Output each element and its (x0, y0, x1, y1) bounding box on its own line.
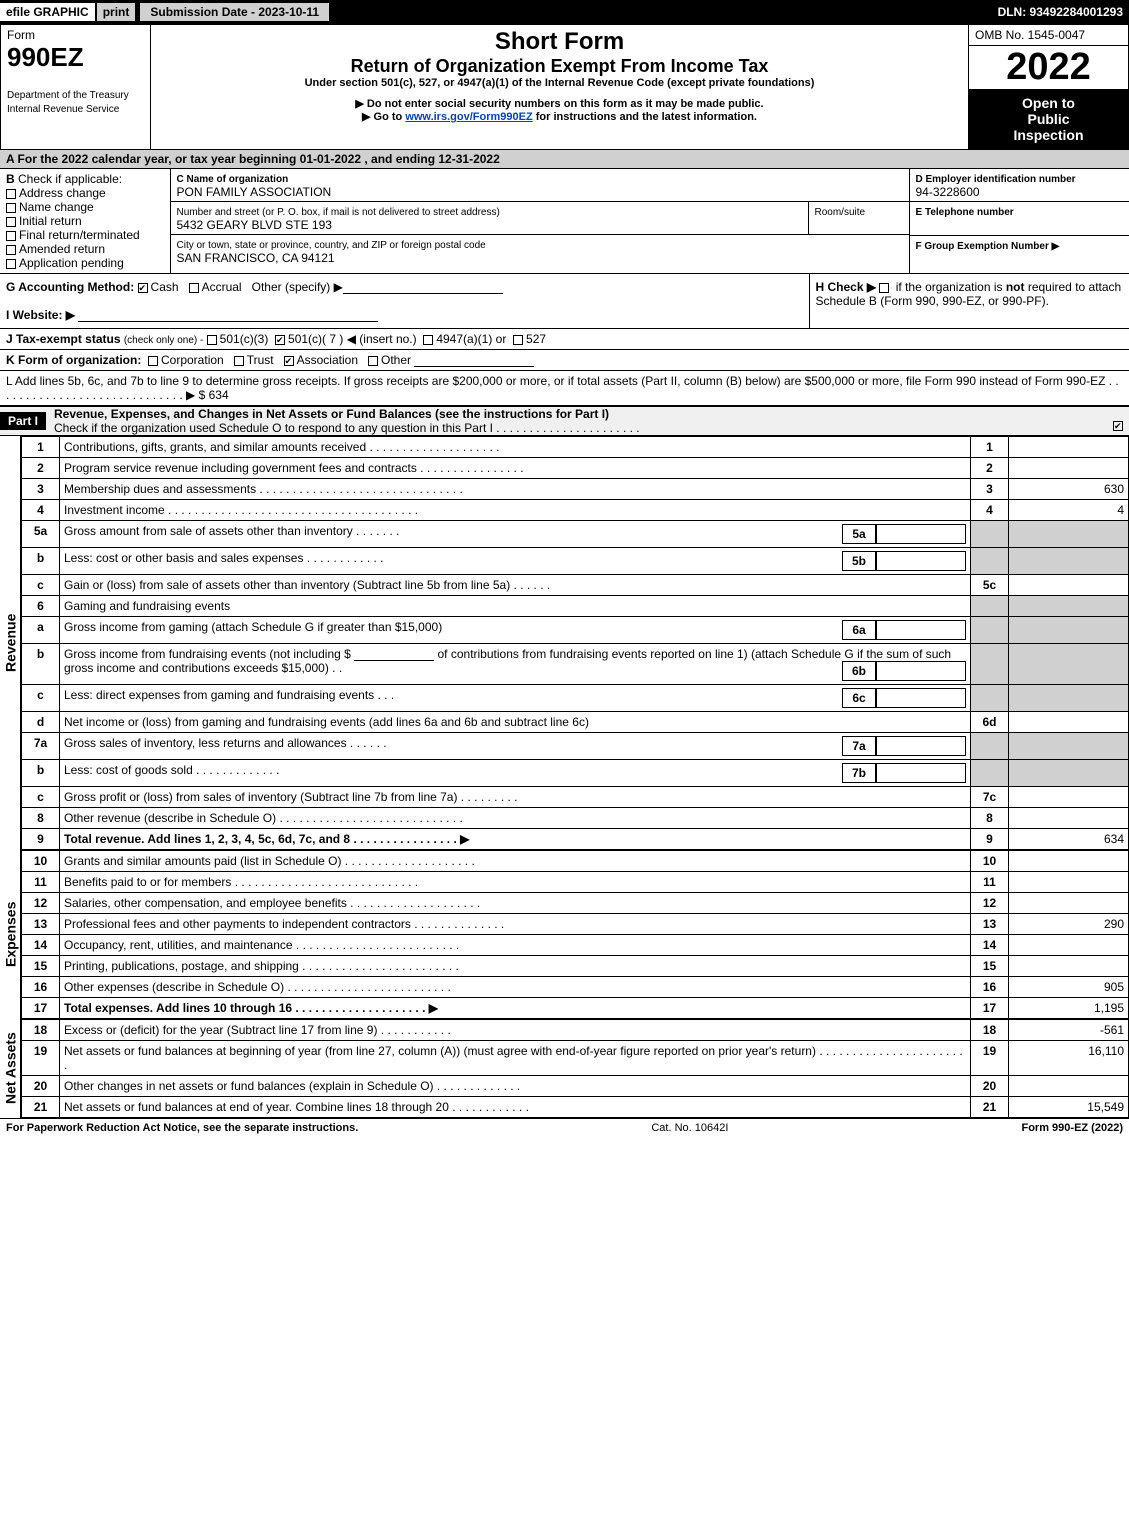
chk-accrual[interactable] (189, 283, 199, 293)
form-word: Form (7, 28, 35, 42)
efile-label: efile GRAPHIC (0, 3, 95, 21)
h-rest1: if the organization is (896, 280, 1006, 294)
goto-post: for instructions and the latest informat… (533, 111, 757, 123)
goto-pre: ▶ Go to (362, 111, 405, 123)
opt-527: 527 (526, 332, 546, 346)
opt-other-method: Other (specify) ▶ (252, 280, 343, 294)
submission-date: Submission Date - 2023-10-11 (139, 2, 330, 22)
chk-schedule-b[interactable] (879, 283, 889, 293)
open-inspection-box: Open to Public Inspection (969, 89, 1128, 149)
chk-4947[interactable] (423, 335, 433, 345)
chk-501c[interactable] (275, 335, 285, 345)
part-1-check-text: Check if the organization used Schedule … (54, 421, 640, 435)
line-6c-text: Less: direct expenses from gaming and fu… (64, 688, 394, 702)
line-7b-text: Less: cost of goods sold . . . . . . . .… (64, 763, 279, 777)
goto-line: ▶ Go to www.irs.gov/Form990EZ for instru… (157, 110, 962, 123)
chk-cash[interactable] (138, 283, 148, 293)
opt-final-return: Final return/terminated (19, 228, 140, 242)
line-5a-text: Gross amount from sale of assets other t… (64, 524, 399, 538)
org-name: PON FAMILY ASSOCIATION (177, 185, 332, 199)
tax-year: 2022 (969, 46, 1128, 89)
footer-right: Form 990-EZ (2022) (1021, 1122, 1123, 1134)
dln-label: DLN: 93492284001293 (998, 5, 1129, 19)
section-j-sub: (check only one) - (124, 335, 203, 346)
website-field[interactable] (78, 310, 378, 322)
chk-corp[interactable] (148, 356, 158, 366)
city-label: City or town, state or province, country… (177, 240, 486, 251)
chk-final-return[interactable] (6, 231, 16, 241)
opt-accrual: Accrual (202, 280, 242, 294)
line-7a-text: Gross sales of inventory, less returns a… (64, 736, 387, 750)
line-5b-text: Less: cost or other basis and sales expe… (64, 551, 383, 565)
opt-initial-return: Initial return (19, 214, 82, 228)
opt-cash: Cash (151, 280, 179, 294)
net-assets-table: 18Excess or (deficit) for the year (Subt… (21, 1019, 1129, 1118)
section-l: L Add lines 5b, 6c, and 7b to line 9 to … (0, 371, 1129, 406)
opt-application-pending: Application pending (19, 256, 124, 270)
side-expenses: Expenses (0, 850, 21, 1019)
org-address: 5432 GEARY BLVD STE 193 (177, 218, 332, 232)
side-revenue: Revenue (0, 436, 21, 850)
chk-501c3[interactable] (207, 335, 217, 345)
short-form-title: Short Form (157, 28, 962, 56)
omb-number: OMB No. 1545-0047 (969, 25, 1128, 46)
section-f-label: F Group Exemption Number ▶ (916, 241, 1060, 252)
print-button[interactable]: print (97, 3, 136, 21)
opt-corp: Corporation (161, 353, 224, 367)
chk-name-change[interactable] (6, 203, 16, 213)
footer-left: For Paperwork Reduction Act Notice, see … (6, 1122, 358, 1134)
chk-other-org[interactable] (368, 356, 378, 366)
chk-527[interactable] (513, 335, 523, 345)
expenses-table: 10Grants and similar amounts paid (list … (21, 850, 1129, 1019)
section-h-text: H Check ▶ (816, 280, 880, 294)
section-e-label: E Telephone number (916, 207, 1014, 218)
revenue-table: 1Contributions, gifts, grants, and simil… (21, 436, 1129, 850)
section-a: A For the 2022 calendar year, or tax yea… (0, 150, 1129, 169)
opt-other-org: Other (381, 353, 411, 367)
under-section: Under section 501(c), 527, or 4947(a)(1)… (157, 77, 962, 89)
opt-amended-return: Amended return (19, 242, 105, 256)
section-j-label: J Tax-exempt status (6, 332, 121, 346)
opt-501c: 501(c)( 7 ) ◀ (insert no.) (288, 332, 417, 346)
chk-application-pending[interactable] (6, 259, 16, 269)
section-k-label: K Form of organization: (6, 353, 141, 367)
irs-link[interactable]: www.irs.gov/Form990EZ (405, 111, 532, 123)
footer-cat: Cat. No. 10642I (651, 1122, 728, 1134)
check-applicable: Check if applicable: (18, 172, 122, 186)
line-6a-text: Gross income from gaming (attach Schedul… (64, 620, 442, 634)
side-net-assets: Net Assets (0, 1019, 21, 1118)
return-title: Return of Organization Exempt From Incom… (157, 56, 962, 77)
section-c-label: C Name of organization (177, 174, 289, 185)
addr-label: Number and street (or P. O. box, if mail… (177, 207, 500, 218)
h-not: not (1006, 280, 1025, 294)
chk-address-change[interactable] (6, 189, 16, 199)
irs-label: Internal Revenue Service (7, 104, 119, 115)
chk-initial-return[interactable] (6, 217, 16, 227)
opt-address-change: Address change (19, 186, 106, 200)
opt-4947: 4947(a)(1) or (436, 332, 506, 346)
section-i-label: I Website: ▶ (6, 308, 75, 322)
ein: 94-3228600 (916, 185, 980, 199)
opt-501c3: 501(c)(3) (220, 332, 269, 346)
section-d-label: D Employer identification number (916, 174, 1076, 185)
org-city: SAN FRANCISCO, CA 94121 (177, 251, 335, 265)
opt-name-change: Name change (19, 200, 94, 214)
chk-trust[interactable] (234, 356, 244, 366)
top-bar: efile GRAPHIC print Submission Date - 20… (0, 0, 1129, 24)
footer: For Paperwork Reduction Act Notice, see … (0, 1118, 1129, 1137)
part-1-title: Revenue, Expenses, and Changes in Net As… (54, 407, 609, 421)
chk-amended-return[interactable] (6, 245, 16, 255)
opt-trust: Trust (247, 353, 274, 367)
chk-schedule-o[interactable] (1113, 421, 1123, 431)
room-label: Room/suite (815, 207, 866, 218)
chk-assoc[interactable] (284, 356, 294, 366)
opt-assoc: Association (297, 353, 358, 367)
ssn-warning: ▶ Do not enter social security numbers o… (157, 97, 962, 110)
line-6b-t1: Gross income from fundraising events (no… (64, 647, 351, 661)
section-b-label: B (6, 172, 15, 186)
part-1-label: Part I (0, 412, 46, 430)
dept-label: Department of the Treasury (7, 90, 129, 101)
section-g-label: G Accounting Method: (6, 280, 134, 294)
form-number: 990EZ (7, 42, 84, 72)
